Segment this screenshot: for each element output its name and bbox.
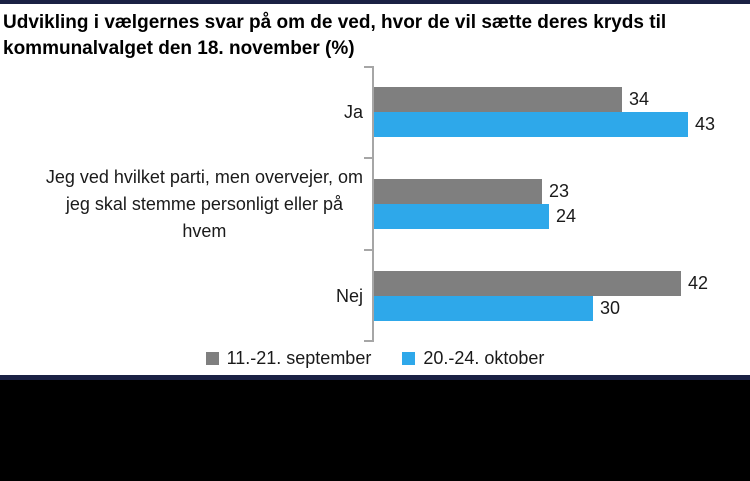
bottom-accent-bar — [0, 375, 750, 380]
legend-item-oktober: 20.-24. oktober — [402, 348, 544, 369]
bar-oktober — [374, 112, 688, 137]
bar-group: 23 24 — [372, 158, 750, 250]
axis-tick — [364, 66, 373, 68]
legend-swatch-september — [205, 352, 219, 365]
value-label: 42 — [688, 273, 709, 293]
bar-chart-rows: Ja 34 43 Jeg ved hvilket parti, men overvej… — [0, 66, 750, 342]
legend-item-september: 11.-21. september — [205, 348, 372, 369]
bar-group: 42 30 — [372, 250, 750, 342]
value-label: 43 — [695, 114, 716, 134]
bar-track: 43 — [374, 112, 750, 137]
category-label: Jeg ved hvilket parti, men overvejer, om… — [45, 166, 363, 241]
top-accent-bar — [0, 0, 750, 4]
chart-title: Udvikling i vælgernes svar på om de ved,… — [3, 12, 667, 59]
legend: 11.-21. september 20.-24. oktober — [0, 342, 750, 375]
category-label: Ja — [343, 101, 363, 122]
bar-track: 24 — [374, 204, 750, 229]
bar-track: 30 — [374, 296, 750, 321]
value-label: 30 — [600, 298, 621, 318]
value-label: 24 — [556, 206, 577, 226]
axis-tick — [364, 340, 373, 342]
bar-september — [374, 271, 681, 296]
category-label: Nej — [335, 285, 363, 306]
category-row: Nej 42 30 — [0, 250, 750, 342]
axis-tick — [364, 157, 373, 159]
legend-label: 20.-24. oktober — [423, 348, 545, 368]
category-row: Jeg ved hvilket parti, men overvejer, om… — [0, 158, 750, 250]
bar-chart: Ja 34 43 Jeg ved hvilket parti, men overvej… — [0, 66, 750, 342]
bar-september — [374, 179, 542, 204]
bar-track: 23 — [374, 179, 750, 204]
bar-oktober — [374, 204, 549, 229]
value-label: 34 — [629, 89, 650, 109]
category-row: Ja 34 43 — [0, 66, 750, 158]
bar-track: 42 — [374, 271, 750, 296]
legend-swatch-oktober — [402, 352, 416, 365]
bar-september — [374, 87, 622, 112]
bar-group: 34 43 — [372, 66, 750, 158]
value-label: 23 — [549, 181, 570, 201]
axis-tick — [364, 249, 373, 251]
legend-label: 11.-21. september — [226, 348, 372, 368]
bar-track: 34 — [374, 87, 750, 112]
letterbox-bottom — [0, 380, 750, 481]
bar-oktober — [374, 296, 593, 321]
